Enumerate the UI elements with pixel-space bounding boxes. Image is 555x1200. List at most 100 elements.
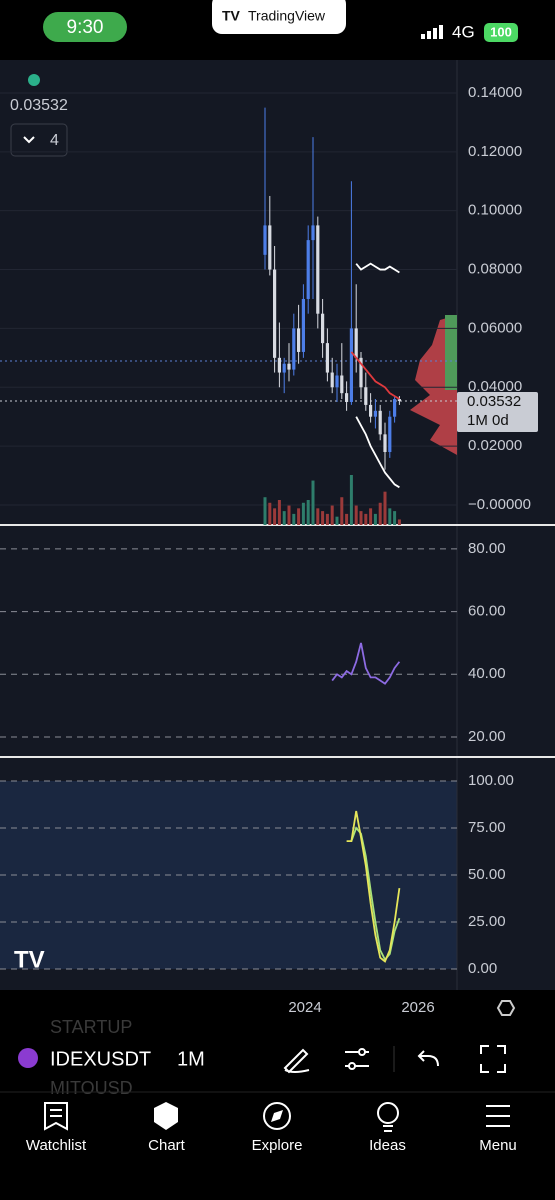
moving-average: [350, 351, 400, 400]
candle-body: [306, 240, 310, 299]
y-tick-label: 0.14000: [468, 84, 522, 101]
volume-bar: [349, 475, 353, 525]
y-tick-label: 25.00: [468, 913, 506, 930]
undo-icon[interactable]: [417, 1050, 439, 1067]
candle-body: [349, 328, 353, 402]
candle-body: [301, 298, 305, 352]
indicator-toggle[interactable]: [10, 123, 68, 157]
y-tick-label: 40.00: [468, 665, 506, 682]
y-tick-label: 20.00: [468, 728, 506, 745]
battery-level: 100: [490, 24, 512, 39]
candle-body: [354, 328, 358, 358]
volume-bar: [383, 491, 387, 525]
candle-body: [369, 404, 373, 417]
price-tag-countdown: 1M 0d: [467, 412, 509, 429]
volume-bar: [287, 505, 291, 525]
candle-body: [359, 357, 363, 388]
y-tick-label: 0.04000: [468, 378, 522, 395]
volume-profile-value-area: [445, 315, 457, 390]
symbol[interactable]: IDEXUSDT: [50, 1048, 151, 1070]
last-price: 0.03532: [10, 97, 68, 114]
signal-icon: [421, 25, 443, 39]
candle-body: [340, 375, 344, 394]
nav-label[interactable]: Menu: [479, 1137, 517, 1154]
symbol-fade: [154, 1040, 166, 1076]
fullscreen-icon[interactable]: [480, 1045, 506, 1073]
ghost-symbol: STARTUP: [50, 1017, 132, 1037]
volume-bar: [340, 497, 344, 525]
time-tick: 2026: [401, 999, 434, 1016]
candle-body: [378, 410, 382, 435]
indicator-count: 4: [50, 132, 59, 149]
nav-bar: Watchlist Chart Explore Ideas Menu: [26, 1137, 517, 1154]
candle-body: [273, 269, 277, 358]
volume-bar: [321, 511, 325, 525]
volume-bar: [378, 502, 382, 525]
candle-body: [330, 372, 334, 388]
rsi-line: [331, 642, 401, 685]
y-tick-label: 80.00: [468, 540, 506, 557]
y-tick-label: 100.00: [468, 772, 514, 789]
symbol-icon: [18, 1048, 38, 1068]
y-tick-label: 0.10000: [468, 202, 522, 219]
volume-bar: [273, 508, 277, 525]
volume-bar: [369, 508, 373, 525]
stoch-band: [0, 781, 457, 969]
lower-band: [355, 416, 400, 489]
candle-body: [321, 313, 325, 344]
volume-bar: [325, 513, 329, 525]
candle-body: [397, 399, 401, 402]
candle-body: [287, 363, 291, 370]
y-tick-label: 60.00: [468, 603, 506, 620]
y-tick-label: −0.00000: [468, 496, 531, 513]
network: 4G: [452, 22, 475, 41]
volume-bar: [268, 502, 272, 525]
app-badge-text: TradingView: [248, 8, 326, 24]
volume-bar: [388, 508, 392, 525]
volume-bar: [397, 519, 401, 525]
draw-icon[interactable]: [283, 1048, 310, 1074]
candle-body: [345, 393, 349, 402]
nav-label[interactable]: Watchlist: [26, 1137, 87, 1154]
explore-needle: [271, 1110, 283, 1122]
ghost-symbol: MITOUSD: [50, 1078, 133, 1098]
volume-bar: [292, 513, 296, 525]
nav-label[interactable]: Ideas: [369, 1137, 406, 1154]
candle-body: [297, 328, 301, 352]
volume-bar: [301, 502, 305, 525]
tv-logo: TV: [222, 8, 241, 24]
chart-icon: [154, 1102, 178, 1130]
volume-bar: [297, 508, 301, 525]
status-time: 9:30: [67, 17, 104, 38]
candle-body: [311, 225, 315, 241]
volume-bar: [277, 500, 281, 525]
y-tick-label: 50.00: [468, 866, 506, 883]
watchlist-icon: [44, 1102, 68, 1131]
battery: [484, 23, 518, 42]
time-tick: 2024: [288, 999, 321, 1016]
upper-band: [355, 262, 400, 274]
volume-bar: [393, 511, 397, 525]
plots: 0.14000 0.12000 0.10000 0.08000 0.06000 0.040…: [0, 84, 531, 977]
settings-icon[interactable]: [496, 1000, 516, 1016]
candle-body: [282, 363, 286, 373]
ideas-icon: [377, 1102, 399, 1124]
volume-bar: [306, 500, 310, 525]
tv-watermark: TV: [14, 946, 45, 973]
volume-bar: [364, 513, 368, 525]
y-tick-label: 0.02000: [468, 437, 522, 454]
nav-label[interactable]: Explore: [252, 1137, 303, 1154]
volume-bar: [330, 505, 334, 525]
candle-body: [277, 357, 281, 373]
candle-body: [268, 225, 272, 270]
interval[interactable]: 1M: [177, 1048, 205, 1070]
candle-body: [316, 225, 320, 314]
nav-label[interactable]: Chart: [148, 1137, 186, 1154]
y-tick-label: 0.00: [468, 960, 497, 977]
candle-body: [373, 410, 377, 417]
price-tag: [457, 392, 538, 433]
indicators-knob: [348, 1062, 356, 1070]
volume-bar: [335, 516, 339, 525]
volume-bar: [263, 497, 267, 525]
